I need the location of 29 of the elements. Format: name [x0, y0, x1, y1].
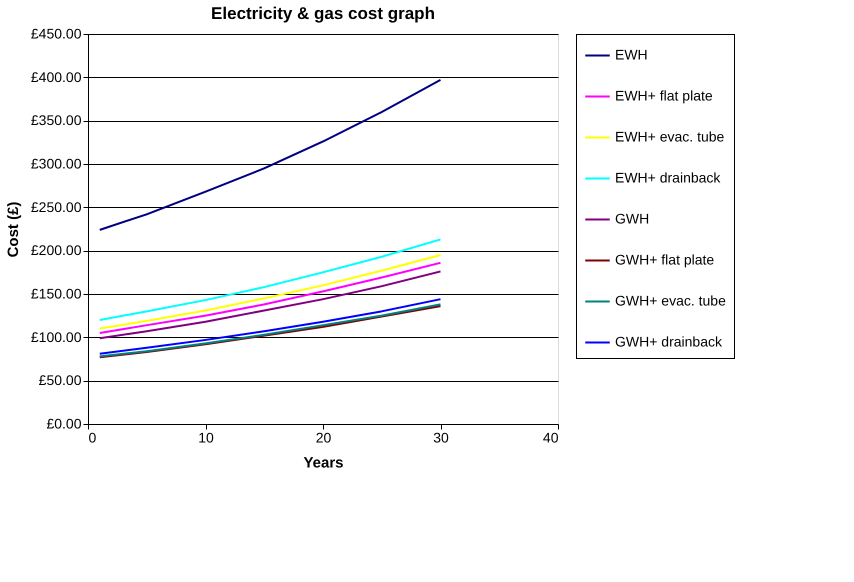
y-tick-label: £350.00 — [30, 112, 82, 128]
x-tick-label: 30 — [433, 430, 449, 446]
legend-label: GWH — [615, 210, 650, 226]
line-series — [98, 270, 442, 340]
legend-label: GWH+ flat plate — [615, 252, 714, 268]
x-axis-title: Years — [303, 454, 344, 472]
y-tick-label: £200.00 — [30, 242, 82, 258]
legend-label: GWH+ evac. tube — [615, 292, 726, 308]
x-tick-label: 0 — [88, 430, 96, 446]
x-tick-label: 10 — [198, 430, 214, 446]
line-series — [98, 78, 442, 231]
y-tick-label: £150.00 — [30, 286, 82, 302]
y-tick-label: £250.00 — [30, 198, 82, 215]
y-tick-label: £100.00 — [30, 328, 82, 345]
legend-label: EWH+ evac. tube — [615, 128, 725, 144]
legend-label: EWH — [615, 46, 648, 62]
line-series — [98, 238, 442, 321]
legend-label: EWH+ drainback — [615, 170, 722, 186]
x-tick-label: 40 — [542, 430, 559, 446]
x-tick-label: 20 — [316, 430, 332, 446]
legend-label: GWH+ drainback — [615, 334, 723, 350]
chart-title: Electricity & gas cost graph — [211, 4, 435, 23]
y-tick-label: £400.00 — [30, 68, 82, 85]
y-tick-label: £450.00 — [30, 26, 82, 42]
y-axis-title: Cost (£) — [4, 202, 22, 258]
y-tick-label: £0.00 — [46, 416, 82, 432]
legend-label: EWH+ flat plate — [615, 88, 713, 104]
y-tick-label: £300.00 — [30, 156, 82, 172]
y-tick-label: £50.00 — [38, 372, 82, 388]
